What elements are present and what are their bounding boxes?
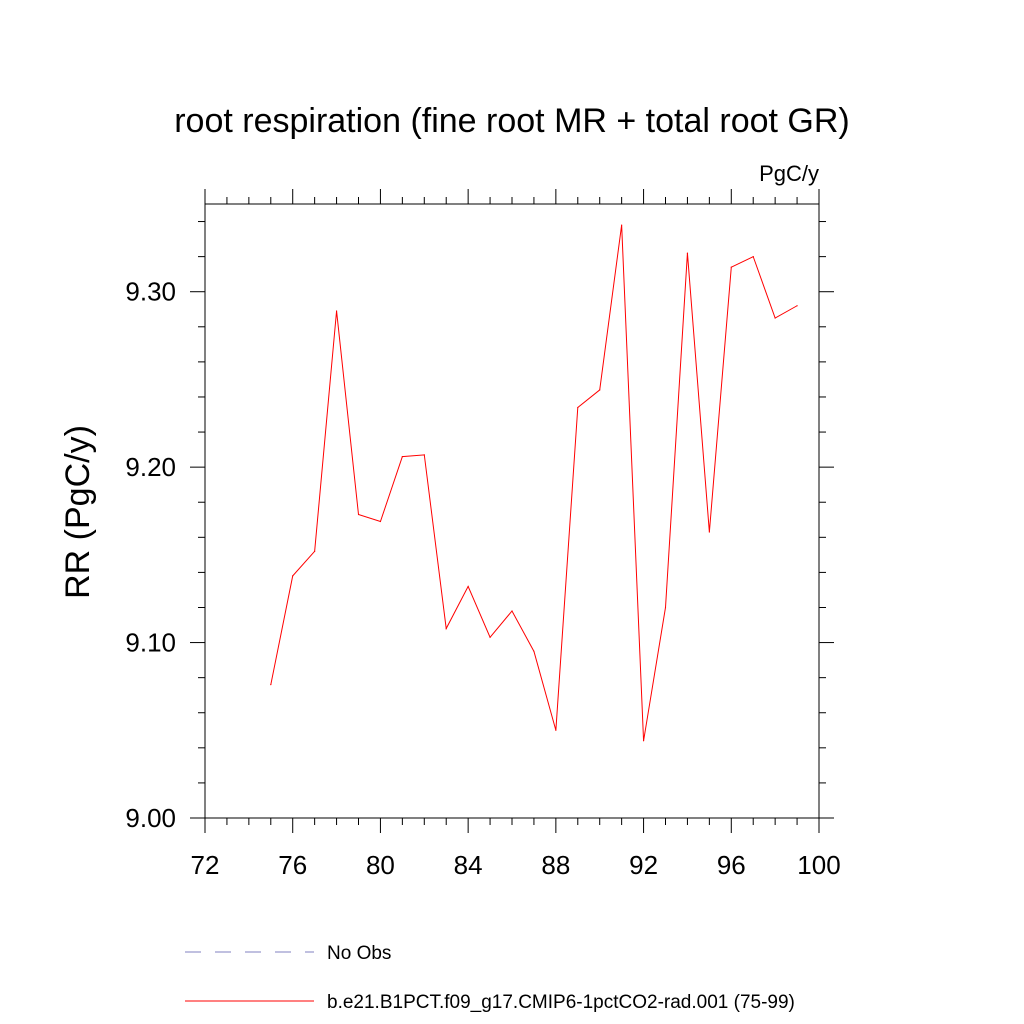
data-point [642, 740, 645, 742]
chart-title: root respiration (fine root MR + total r… [174, 102, 850, 140]
x-tick-label: 100 [797, 850, 840, 880]
series-line [270, 224, 798, 741]
plot-frame [204, 203, 820, 819]
data-point [335, 310, 338, 312]
legend-label-model-run: b.e21.B1PCT.f09_g17.CMIP6-1pctCO2-rad.00… [327, 992, 795, 1013]
data-point [599, 389, 601, 391]
data-point [555, 729, 557, 731]
data-point [752, 256, 754, 258]
data-point [445, 627, 447, 630]
data-point [270, 684, 272, 686]
x-tick-label: 84 [454, 850, 483, 880]
data-point [357, 513, 360, 516]
legend-label-no-obs: No Obs [327, 943, 391, 964]
data-point [423, 454, 425, 456]
data-point [577, 406, 579, 409]
data-point [292, 575, 294, 577]
axis-ticks [190, 189, 834, 833]
data-point [489, 636, 491, 638]
data-point [796, 305, 798, 307]
data-point [467, 585, 469, 588]
x-tick-label: 72 [191, 850, 220, 880]
y-tick-label: 9.30 [125, 277, 176, 307]
data-point [708, 531, 710, 533]
data-point [379, 520, 382, 523]
tick-labels: 72 76 80 84 88 92 96 100 9.00 9.10 9.20 9.30 [125, 277, 840, 880]
data-point [511, 610, 513, 612]
legend: No Obs b.e21.B1PCT.f09_g17.CMIP6-1pctCO2… [185, 943, 795, 1013]
data-point [730, 266, 732, 268]
data-point [774, 317, 776, 319]
units-label: PgC/y [759, 161, 819, 186]
data-point [686, 252, 689, 254]
data-point [621, 224, 623, 226]
y-axis-label: RR (PgC/y) [59, 425, 97, 599]
y-tick-label: 9.00 [125, 803, 176, 833]
x-tick-label: 88 [541, 850, 570, 880]
series-layer [270, 224, 798, 742]
data-point [533, 650, 535, 652]
x-tick-label: 92 [629, 850, 658, 880]
x-tick-label: 80 [366, 850, 395, 880]
y-tick-label: 9.20 [125, 452, 176, 482]
y-tick-label: 9.10 [125, 628, 176, 658]
x-tick-label: 96 [717, 850, 746, 880]
data-point [401, 456, 403, 458]
data-point [314, 550, 316, 552]
data-point [664, 606, 667, 609]
x-tick-label: 76 [278, 850, 307, 880]
